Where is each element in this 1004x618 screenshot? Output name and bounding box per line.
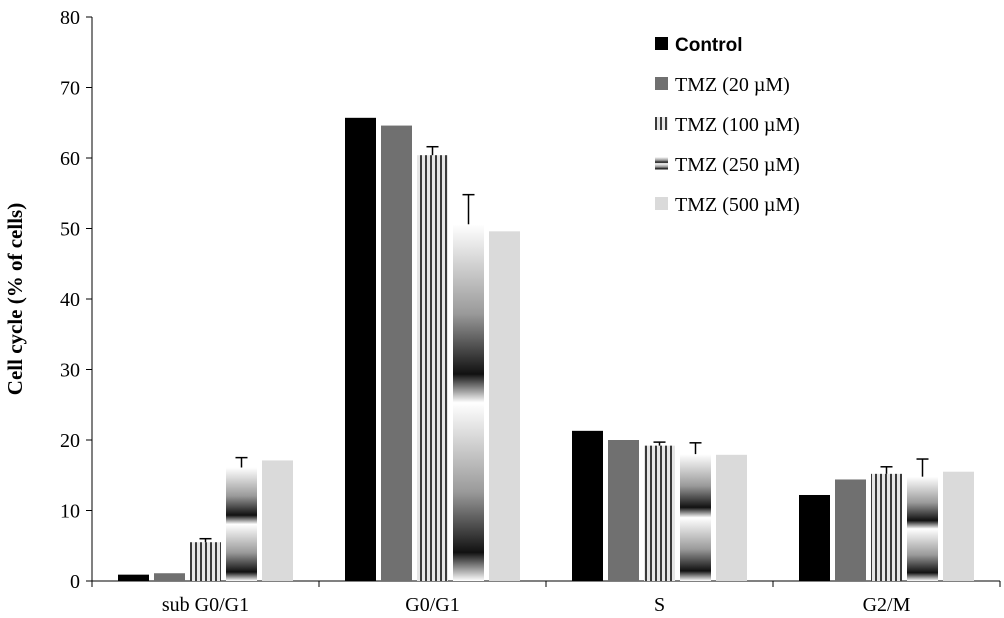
x-category-label: sub G0/G1 bbox=[162, 594, 249, 616]
y-tick-label: 70 bbox=[60, 78, 80, 100]
y-axis-ticks: 0 10 20 30 40 50 60 70 80 bbox=[60, 7, 1001, 593]
bar bbox=[680, 454, 711, 581]
legend-swatch bbox=[655, 77, 668, 90]
bar bbox=[644, 445, 675, 581]
legend-swatch bbox=[655, 157, 668, 170]
legend-swatch bbox=[655, 117, 668, 130]
bar bbox=[190, 542, 221, 581]
legend-label: TMZ (500 µM) bbox=[675, 194, 800, 216]
x-category-label: G2/M bbox=[863, 594, 911, 616]
legend-swatch bbox=[655, 37, 668, 50]
bar bbox=[262, 460, 293, 581]
legend-swatch bbox=[655, 197, 668, 210]
legend-label: TMZ (100 µM) bbox=[675, 114, 800, 136]
x-axis-labels: sub G0/G1 G0/G1 S G2/M bbox=[162, 594, 911, 616]
y-tick-label: 50 bbox=[60, 219, 80, 241]
legend-label: Control bbox=[675, 35, 743, 56]
bar bbox=[716, 454, 747, 581]
y-tick-label: 40 bbox=[60, 289, 80, 311]
y-tick-label: 80 bbox=[60, 7, 80, 29]
bar bbox=[608, 440, 639, 581]
y-tick-label: 30 bbox=[60, 360, 80, 382]
legend-label: TMZ (250 µM) bbox=[675, 154, 800, 176]
bar bbox=[943, 471, 974, 581]
y-tick-label: 20 bbox=[60, 430, 80, 452]
bar bbox=[118, 574, 149, 581]
bar bbox=[453, 224, 484, 581]
bar bbox=[154, 573, 185, 581]
x-category-label: G0/G1 bbox=[405, 594, 459, 616]
bar bbox=[907, 476, 938, 581]
bar bbox=[381, 125, 412, 581]
legend-label: TMZ (20 µM) bbox=[675, 74, 790, 96]
bar bbox=[799, 494, 830, 581]
bar bbox=[417, 155, 448, 581]
bar bbox=[871, 473, 902, 581]
legend: Control TMZ (20 µM) TMZ (100 µM) TMZ (250 µ… bbox=[655, 35, 800, 216]
bar bbox=[572, 430, 603, 581]
y-axis-title: Cell cycle (% of cells) bbox=[3, 203, 27, 395]
bar bbox=[226, 467, 257, 581]
bars-group bbox=[118, 117, 974, 581]
y-tick-label: 10 bbox=[60, 501, 80, 523]
bar bbox=[835, 479, 866, 581]
y-tick-label: 60 bbox=[60, 148, 80, 170]
error-bars-group bbox=[199, 145, 929, 543]
bar bbox=[345, 117, 376, 581]
x-category-label: S bbox=[654, 594, 665, 616]
bar bbox=[489, 231, 520, 581]
y-tick-label: 0 bbox=[70, 571, 80, 593]
